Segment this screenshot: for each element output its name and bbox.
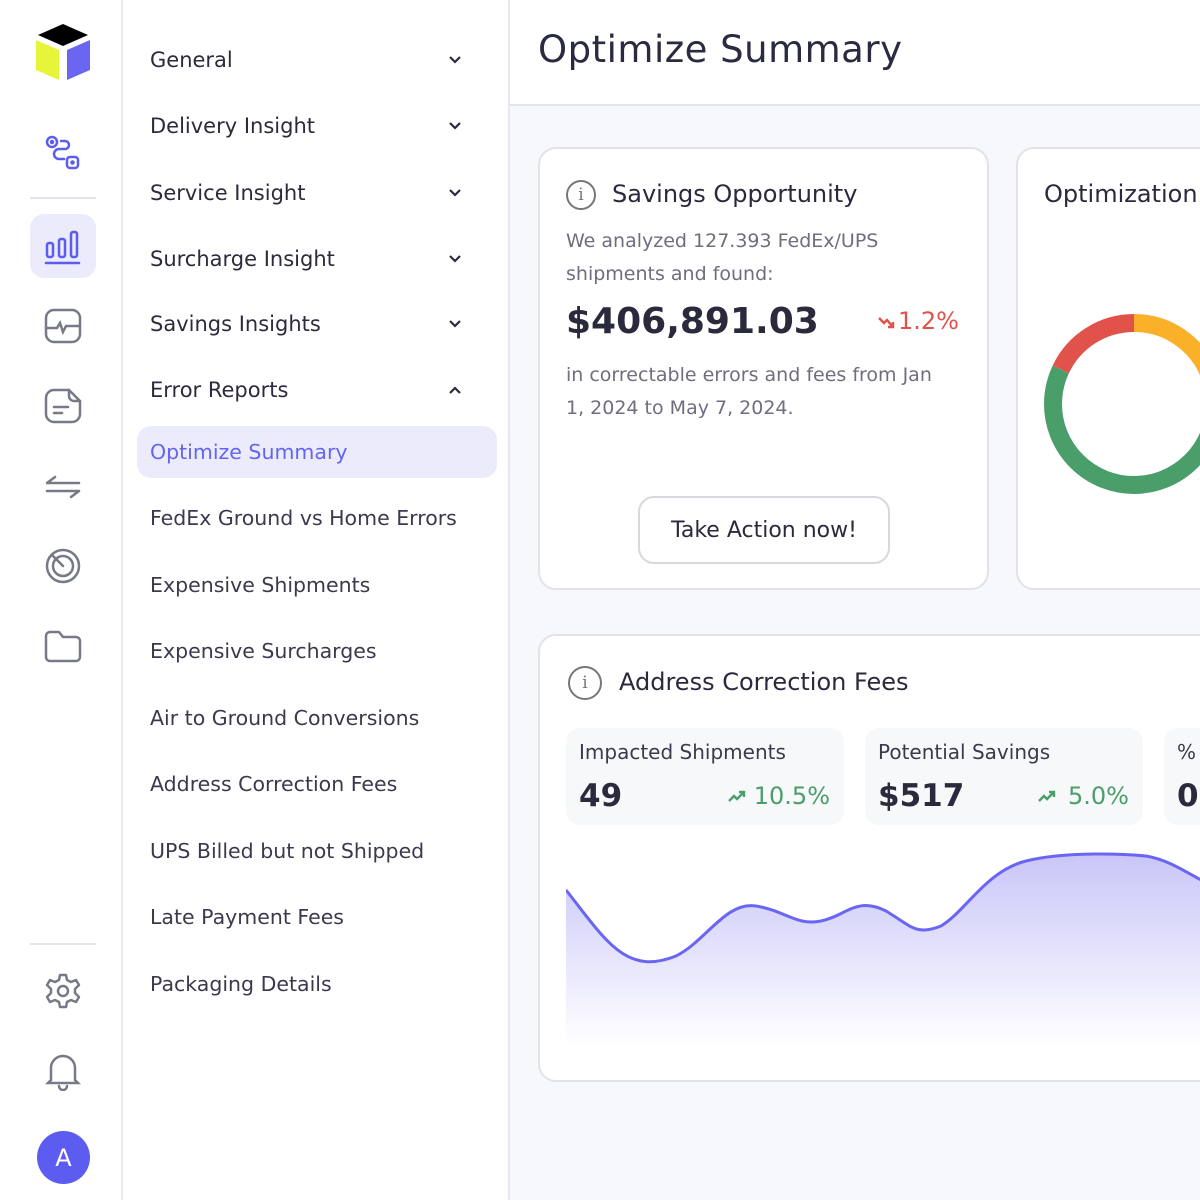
route-icon[interactable] [30, 121, 96, 185]
donut-segment [1044, 314, 1200, 494]
trend-line [566, 852, 1200, 964]
nav-item-address-correction-fees[interactable]: Address Correction Fees [150, 772, 398, 796]
chevron-down-icon [449, 320, 461, 328]
stat-third: % o 0. [1164, 728, 1200, 825]
nav-item-packaging-details[interactable]: Packaging Details [150, 972, 332, 996]
chevron-down-icon [449, 189, 461, 197]
target-icon[interactable] [30, 534, 96, 598]
donut-segment [1044, 314, 1200, 494]
nav-group-label: Surcharge Insight [150, 247, 335, 271]
nav-item-expensive-shipments[interactable]: Expensive Shipments [150, 573, 371, 597]
savings-intro: We analyzed 127.393 FedEx/UPS shipments … [566, 230, 879, 285]
nav-item-expensive-surcharges[interactable]: Expensive Surcharges [150, 639, 377, 663]
folder-icon[interactable] [30, 614, 96, 678]
nav-group-surcharge-insight[interactable]: Surcharge Insight [137, 233, 483, 285]
nav-item-late-payment-fees[interactable]: Late Payment Fees [150, 905, 344, 929]
rail-divider [30, 197, 96, 199]
nav-item-ups-billed-not-shipped[interactable]: UPS Billed but not Shipped [150, 839, 425, 863]
analytics-icon[interactable] [30, 214, 96, 278]
nav-item-optimize-summary[interactable]: Optimize Summary [137, 426, 497, 478]
page-title: Optimize Summary [538, 28, 903, 71]
nav-group-service-insight[interactable]: Service Insight [137, 167, 483, 219]
stat-potential-savings: Potential Savings $517 5.0% [865, 728, 1143, 825]
trend-area [566, 853, 1200, 1046]
nav-group-savings-insights[interactable]: Savings Insights [137, 298, 483, 350]
nav-group-delivery-insight[interactable]: Delivery Insight [137, 100, 483, 152]
nav-item-air-to-ground-conversions[interactable]: Air to Ground Conversions [150, 706, 420, 730]
savings-amount: $406,891.03 [566, 301, 819, 342]
nav-group-label: Savings Insights [150, 312, 321, 336]
stat-value: 49 [579, 778, 623, 814]
savings-description: in correctable errors and fees from Jan … [566, 364, 932, 419]
stat-value: 0. [1177, 778, 1200, 814]
icon-rail: A [0, 0, 123, 1200]
address-correction-trend-chart [566, 852, 1200, 1046]
take-action-button[interactable]: Take Action now! [638, 496, 890, 564]
user-avatar[interactable]: A [37, 1131, 90, 1184]
nav-group-label: Delivery Insight [150, 114, 315, 138]
stat-label: Potential Savings [878, 740, 1051, 764]
page-header: Optimize Summary [510, 0, 1200, 106]
card-title: Optimization [1044, 180, 1198, 208]
trend-up-icon [728, 790, 746, 802]
chevron-down-icon [449, 122, 461, 130]
nav-group-label: Error Reports [150, 378, 289, 402]
document-icon[interactable] [30, 374, 96, 438]
card-title: Address Correction Fees [619, 668, 909, 696]
card-title: Savings Opportunity [612, 180, 858, 208]
rail-divider [30, 943, 96, 945]
trend-down-icon [878, 317, 895, 329]
activity-monitor-icon[interactable] [30, 294, 96, 358]
nav-group-label: Service Insight [150, 181, 306, 205]
stat-change: 10.5% [753, 782, 830, 810]
notification-bell-icon[interactable] [30, 1039, 96, 1103]
nav-group-general[interactable]: General [137, 34, 483, 86]
transfer-icon[interactable] [30, 454, 96, 518]
report-navigation: General Delivery Insight Service Insight… [123, 0, 510, 1200]
logo-icon [34, 22, 92, 88]
optimization-card: Optimization [1016, 147, 1200, 590]
trend-up-icon [1038, 790, 1056, 802]
chevron-down-icon [449, 255, 461, 263]
nav-item-fedex-ground-vs-home-errors[interactable]: FedEx Ground vs Home Errors [150, 506, 457, 530]
stat-label: % o [1177, 740, 1200, 764]
stat-impacted-shipments: Impacted Shipments 49 10.5% [566, 728, 844, 825]
optimization-donut-chart [1044, 314, 1200, 494]
stat-label: Impacted Shipments [579, 740, 786, 764]
info-icon[interactable]: i [566, 180, 596, 210]
stat-value: $517 [878, 778, 965, 814]
address-correction-card: i Address Correction Fees Impacted Shipm… [538, 634, 1200, 1082]
chevron-down-icon [449, 56, 461, 64]
info-icon[interactable]: i [568, 666, 602, 700]
chevron-up-icon [449, 386, 461, 394]
savings-change: 1.2% [898, 307, 959, 335]
settings-gear-icon[interactable] [30, 959, 96, 1023]
stat-change: 5.0% [1068, 782, 1129, 810]
nav-group-label: General [150, 48, 233, 72]
savings-opportunity-card: i Savings Opportunity We analyzed 127.39… [538, 147, 989, 590]
nav-group-error-reports[interactable]: Error Reports [137, 364, 483, 416]
